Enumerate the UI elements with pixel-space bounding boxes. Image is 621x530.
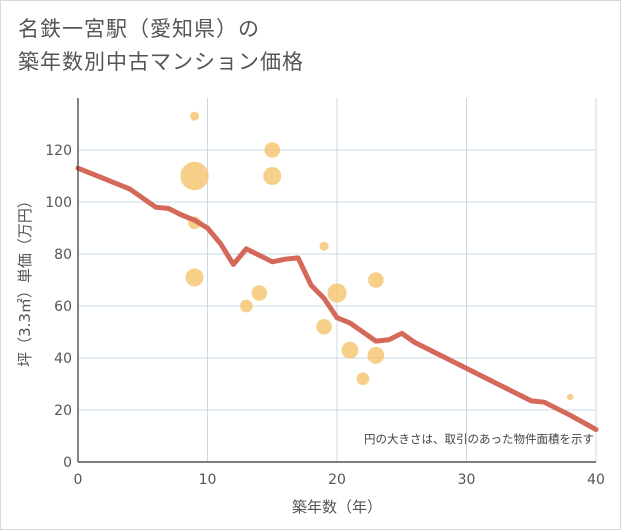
bubble-point bbox=[327, 283, 347, 303]
chart-title: 名鉄一宮駅（愛知県）の 築年数別中古マンション価格 bbox=[18, 13, 304, 79]
chart-axes bbox=[77, 98, 596, 463]
y-tick-label: 0 bbox=[63, 455, 72, 471]
bubble-point bbox=[368, 272, 384, 288]
tick-labels: 0 10 20 30 40 0 20 40 60 80 100 120 bbox=[45, 143, 605, 488]
x-tick-label: 10 bbox=[199, 472, 217, 488]
y-tick-label: 100 bbox=[45, 195, 72, 211]
x-tick-label: 30 bbox=[458, 472, 476, 488]
chart-title-line-2: 築年数別中古マンション価格 bbox=[18, 50, 304, 74]
bubble-point bbox=[263, 167, 282, 185]
x-tick-label: 0 bbox=[74, 472, 83, 488]
bubble-point bbox=[239, 299, 253, 313]
chart-annotation: 円の大きさは、取引のあった物件面積を示す bbox=[364, 432, 594, 446]
bubble-point bbox=[264, 142, 281, 158]
bubble-point bbox=[566, 393, 574, 401]
bubble-point bbox=[190, 111, 200, 121]
trend-line bbox=[75, 165, 599, 432]
x-tick-label: 40 bbox=[587, 472, 605, 488]
y-tick-label: 40 bbox=[54, 351, 72, 367]
y-tick-label: 20 bbox=[54, 403, 72, 419]
chart-grid bbox=[78, 98, 597, 462]
y-tick-label: 60 bbox=[54, 299, 72, 315]
trend-line-layer bbox=[75, 165, 599, 432]
y-tick-label: 120 bbox=[45, 143, 72, 159]
x-axis-label: 築年数（年） bbox=[292, 498, 382, 516]
y-tick-label: 80 bbox=[54, 247, 72, 263]
bubble-point bbox=[251, 285, 268, 301]
bubble-point bbox=[319, 241, 329, 251]
x-tick-label: 20 bbox=[328, 472, 346, 488]
bubble-point bbox=[367, 346, 385, 364]
y-axis-label: 坪（3.3㎡）単価（万円） bbox=[16, 193, 34, 367]
bubble-point bbox=[185, 268, 204, 287]
bubble-point bbox=[356, 372, 370, 386]
chart-title-line-1: 名鉄一宮駅（愛知県）の bbox=[18, 17, 260, 41]
bubble-point bbox=[341, 341, 359, 359]
bubble-point bbox=[180, 161, 209, 191]
bubble-point bbox=[316, 319, 332, 335]
